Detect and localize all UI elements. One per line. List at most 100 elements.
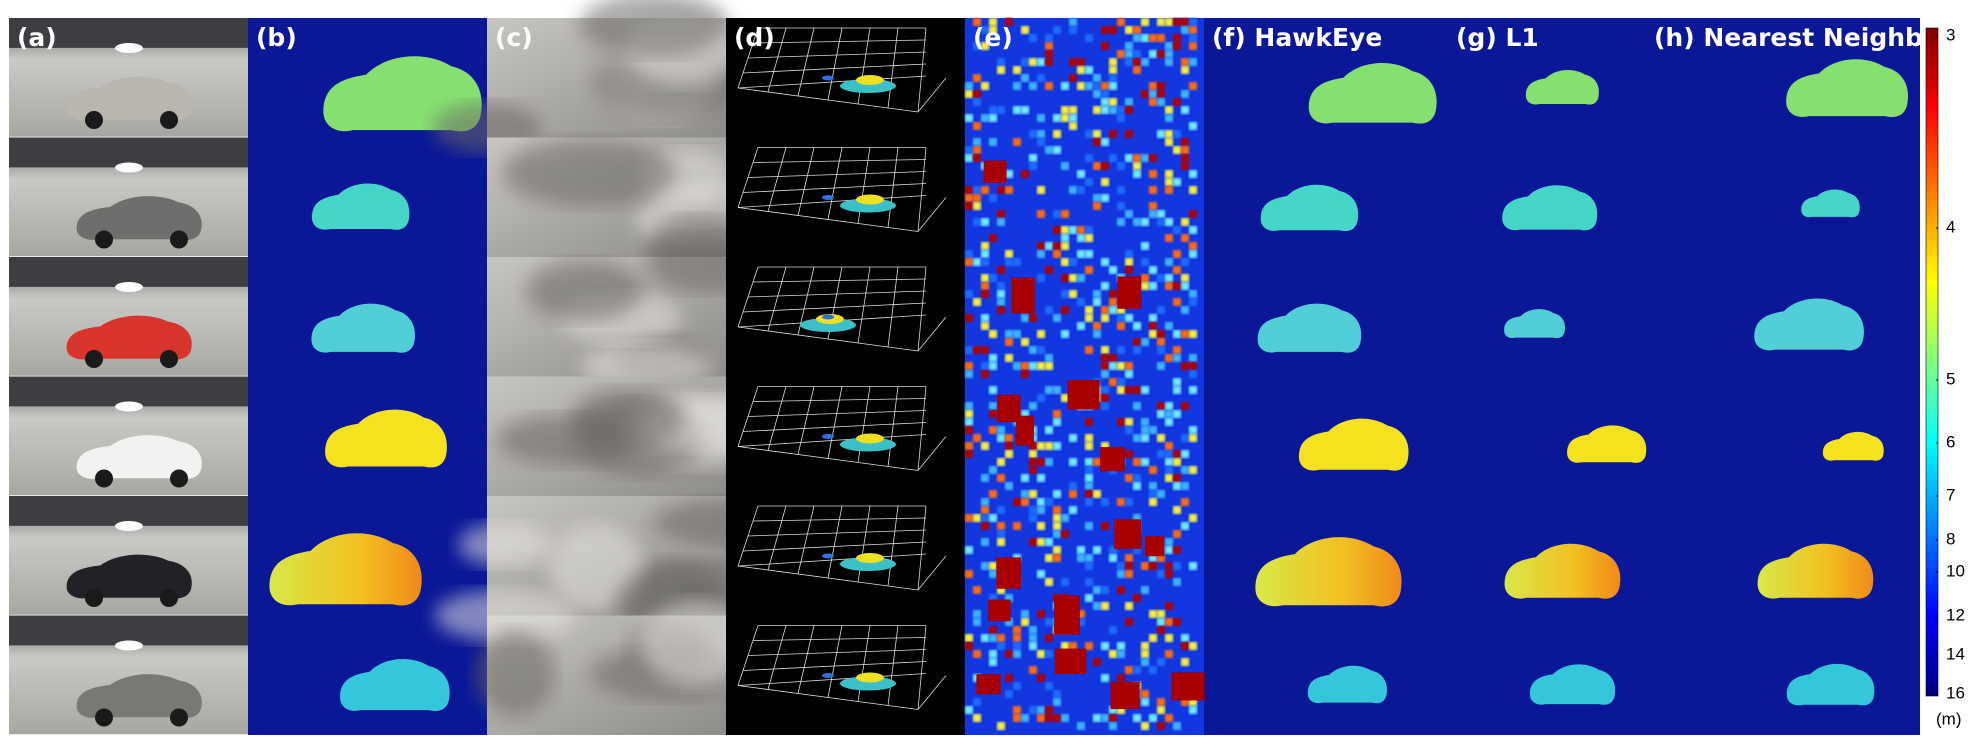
heat-cell: [1101, 162, 1109, 170]
heat-cell: [965, 290, 973, 298]
heat-cell: [1181, 642, 1189, 650]
heat-cell: [1013, 682, 1021, 690]
heat-cell: [973, 346, 981, 354]
heat-cell: [997, 530, 1005, 538]
heat-cell: [1045, 42, 1053, 50]
heat-cell: [1061, 330, 1069, 338]
heat-cell: [1045, 714, 1053, 722]
heat-cell: [1165, 322, 1173, 330]
heat-cell: [1093, 74, 1101, 82]
heat-cell: [1005, 690, 1013, 698]
heat-cell: [1117, 650, 1125, 658]
heat-cell: [1037, 570, 1045, 578]
grid: [917, 27, 927, 113]
heat-cell: [1173, 618, 1181, 626]
heat-cell: [1173, 266, 1181, 274]
heat-cell: [1189, 386, 1197, 394]
heat-cell: [1133, 34, 1141, 42]
heat-cell: [1077, 610, 1085, 618]
heat-cell: [1141, 386, 1149, 394]
hot-spot: [976, 674, 1001, 695]
heat-cell: [973, 610, 981, 618]
heat-cell: [1133, 322, 1141, 330]
heat-cell: [1093, 658, 1101, 666]
grid: [737, 434, 927, 447]
ceiling: [9, 615, 248, 646]
heat-cell: [1101, 42, 1109, 50]
heat-cell: [1189, 562, 1197, 570]
cloud: [822, 673, 834, 678]
heat-cell: [1149, 34, 1157, 42]
heat-cell: [965, 514, 973, 522]
heat-cell: [973, 218, 981, 226]
grid: [827, 27, 843, 101]
panel-label: (b): [256, 23, 297, 52]
heat-cell: [1077, 546, 1085, 554]
heat-cell: [1133, 458, 1141, 466]
heat-cell: [965, 346, 973, 354]
heat-cell: [1021, 314, 1029, 322]
heat-cell: [1045, 706, 1053, 714]
smoke: [579, 0, 729, 57]
heat-cell: [1157, 626, 1165, 634]
heat-cell: [997, 106, 1005, 114]
heat-cell: [1133, 474, 1141, 482]
grid: [737, 75, 927, 89]
heat-cell: [1157, 338, 1165, 346]
heat-cell: [1149, 282, 1157, 290]
heat-cell: [989, 570, 997, 578]
heat-cell: [1149, 490, 1157, 498]
heat-cell: [1093, 290, 1101, 298]
heat-cell: [989, 634, 997, 642]
heat-cell: [1029, 362, 1037, 370]
heat-cell: [1085, 474, 1093, 482]
heat-cell: [1037, 58, 1045, 66]
grid: [737, 553, 927, 567]
heat-cell: [1109, 354, 1117, 362]
heat-cell: [1125, 474, 1133, 482]
heat-cell: [965, 546, 973, 554]
heat-cell: [1085, 226, 1093, 234]
heat-cell: [1149, 426, 1157, 434]
heat-cell: [1005, 258, 1013, 266]
heat-cell: [1101, 306, 1109, 314]
grid: [737, 207, 919, 232]
heat-cell: [973, 122, 981, 130]
heat-cell: [1061, 82, 1069, 90]
grid: [917, 675, 947, 710]
colorbar-tick-label: 4: [1946, 217, 1955, 236]
heat-cell: [1141, 426, 1149, 434]
heat-cell: [1125, 618, 1133, 626]
heat-cell: [1173, 98, 1181, 106]
heat-cell: [1125, 554, 1133, 562]
panel-label: (e): [973, 23, 1013, 52]
heat-cell: [965, 442, 973, 450]
heat-cell: [1125, 562, 1133, 570]
heat-cell: [1045, 498, 1053, 506]
heat-cell: [1069, 434, 1077, 442]
heat-cell: [1069, 106, 1077, 114]
colorbar-tick-label: 6: [1946, 432, 1955, 451]
heat-cell: [1181, 658, 1189, 666]
heat-cell: [973, 90, 981, 98]
heat-cell: [1173, 42, 1181, 50]
heat-cell: [1005, 618, 1013, 626]
heat-cell: [1109, 26, 1117, 34]
grid-box: [737, 147, 947, 232]
heat-cell: [1141, 722, 1149, 730]
heat-cell: [997, 434, 1005, 442]
heat-cell: [1173, 562, 1181, 570]
heat-cell: [1157, 18, 1165, 26]
heat-cell: [1069, 642, 1077, 650]
heat-cell: [1085, 250, 1093, 258]
heat-cell: [965, 258, 973, 266]
heat-cell: [1181, 402, 1189, 410]
heat-cell: [1157, 50, 1165, 58]
heat-cell: [1165, 714, 1173, 722]
heat-cell: [1021, 26, 1029, 34]
heat-cell: [1005, 482, 1013, 490]
heat-cell: [1101, 714, 1109, 722]
heat-cell: [1077, 274, 1085, 282]
heat-cell: [1101, 178, 1109, 186]
